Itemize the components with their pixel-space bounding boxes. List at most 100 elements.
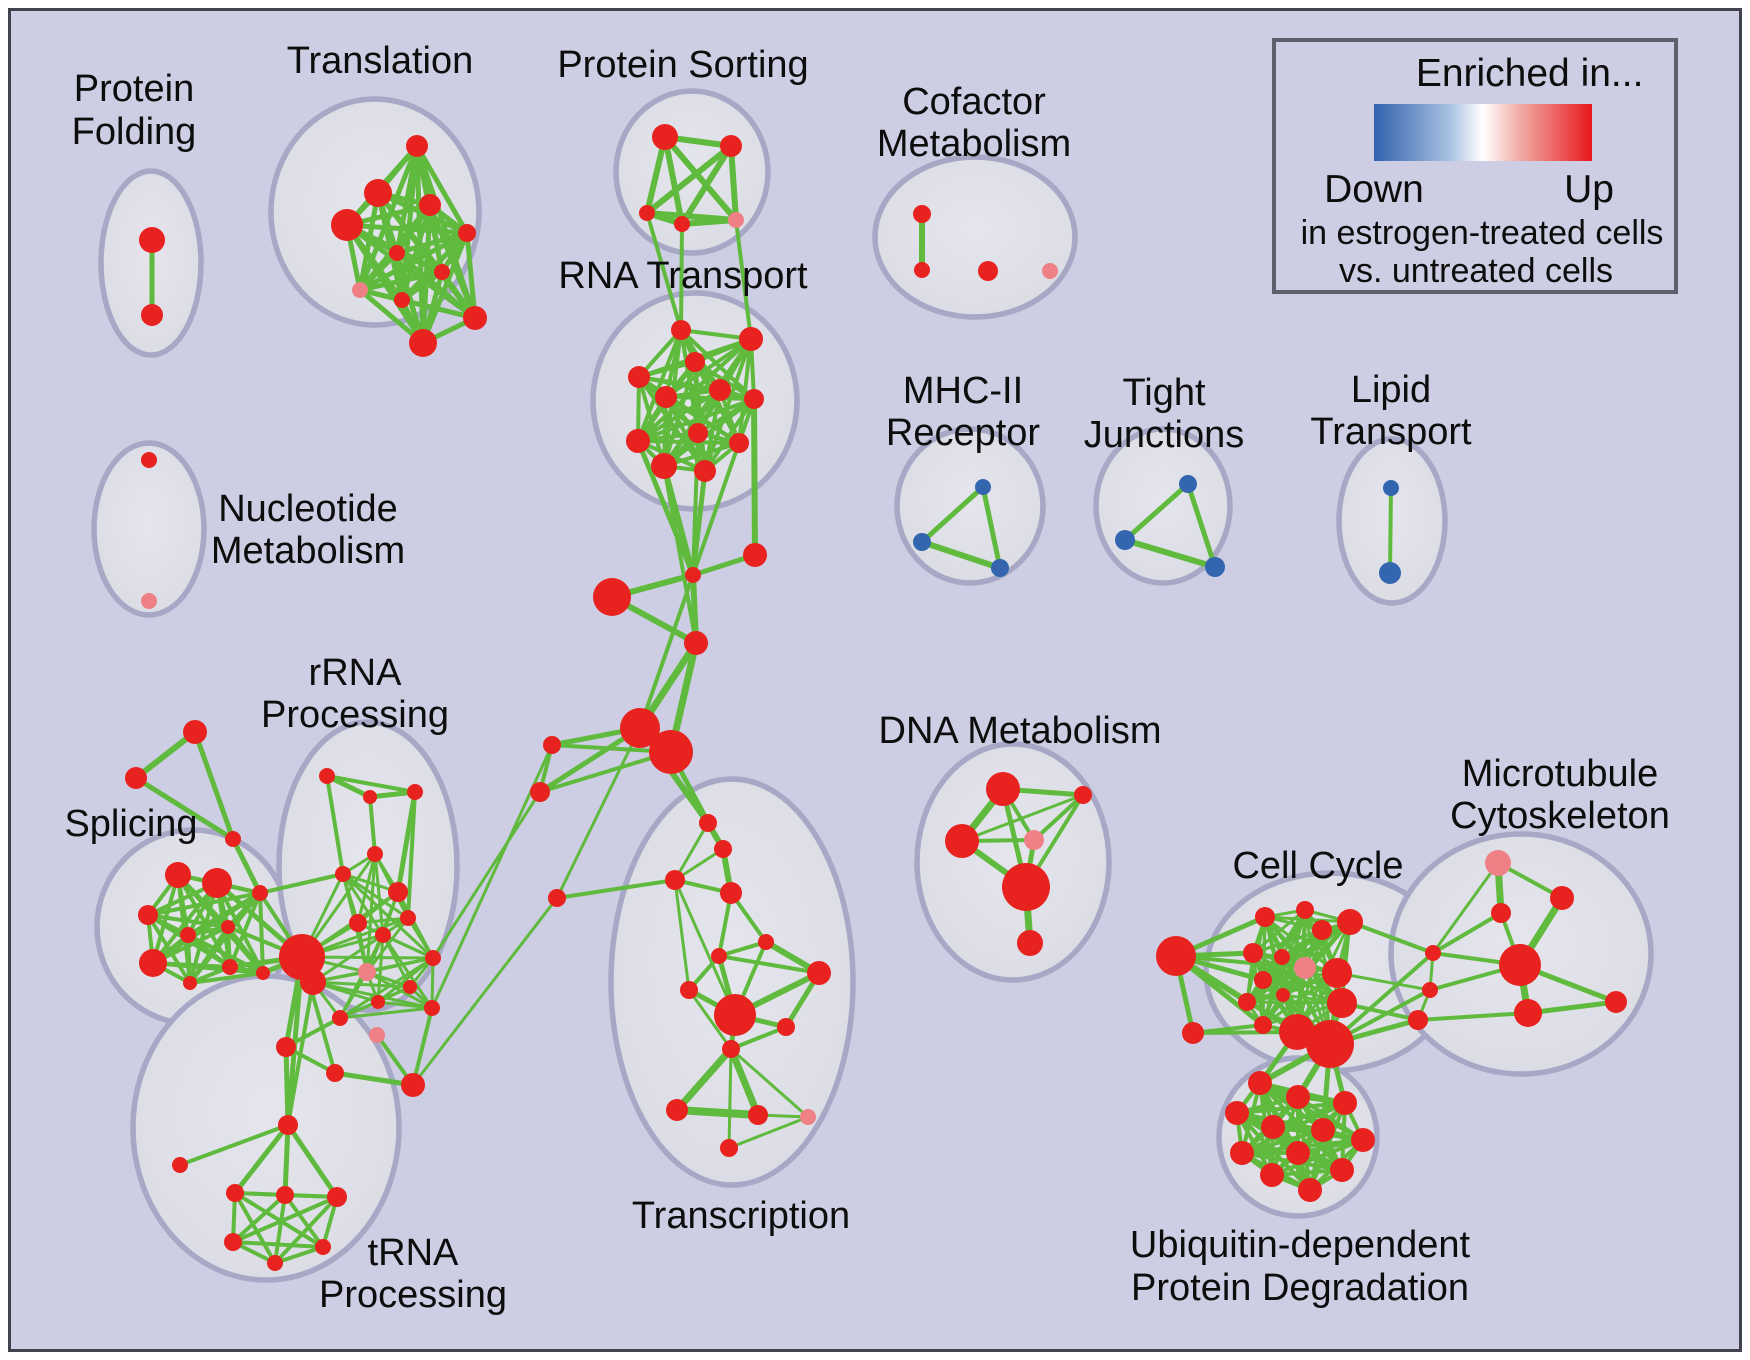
cluster-label-cell-cycle: Cell Cycle bbox=[1232, 845, 1403, 887]
node-dm1 bbox=[986, 772, 1020, 806]
node-cl2 bbox=[530, 782, 550, 802]
edge-mh2-mh3 bbox=[919, 539, 1003, 571]
node-tc3 bbox=[665, 870, 685, 890]
node-ub12 bbox=[1298, 1178, 1322, 1202]
node-tg3 bbox=[1205, 557, 1225, 577]
edge-tr3-tr4 bbox=[231, 1195, 339, 1244]
edge-sp7-sp9 bbox=[188, 971, 265, 985]
node-rr13 bbox=[424, 1000, 440, 1016]
node-ts4 bbox=[680, 981, 698, 999]
node-sp2 bbox=[202, 868, 232, 898]
edge-rr2-rr5 bbox=[368, 795, 377, 856]
node-ps1 bbox=[652, 124, 678, 150]
node-t5 bbox=[458, 224, 476, 242]
node-tb1 bbox=[666, 1099, 688, 1121]
node-tr4 bbox=[224, 1233, 242, 1251]
node-t10 bbox=[463, 306, 487, 330]
node-sp6 bbox=[139, 949, 167, 977]
edge-rt8-j1 bbox=[691, 431, 700, 577]
node-rt11 bbox=[651, 453, 677, 479]
node-dm6 bbox=[1017, 930, 1043, 956]
node-dm5 bbox=[1002, 863, 1050, 911]
node-t8 bbox=[352, 282, 368, 298]
cluster-ellipse-trna-processing bbox=[130, 973, 402, 1283]
edge-ts1-ts2 bbox=[717, 940, 768, 958]
edge-ps1-ps4 bbox=[662, 134, 685, 227]
node-ub6 bbox=[1311, 1118, 1335, 1142]
edge-ccL-hubA bbox=[1173, 953, 1300, 1035]
edge-tr1-tr6 bbox=[233, 1191, 277, 1265]
node-j1 bbox=[685, 567, 701, 583]
edge-tr0-tr2 bbox=[282, 1122, 291, 1198]
node-tr0 bbox=[278, 1115, 298, 1135]
node-tr6 bbox=[267, 1255, 283, 1271]
edge-cc4-cc5 bbox=[1251, 920, 1352, 955]
cluster-label-cofactor-metabolism-line2: Metabolism bbox=[877, 123, 1071, 165]
edge-ps3-rt1 bbox=[645, 211, 683, 332]
node-mtp bbox=[1485, 850, 1511, 876]
cluster-label-translation: Translation bbox=[287, 40, 474, 82]
node-ub11 bbox=[1330, 1158, 1354, 1182]
node-tr5 bbox=[315, 1239, 331, 1255]
node-spt3 bbox=[225, 831, 241, 847]
edge-tr2-tr4 bbox=[231, 1193, 287, 1244]
node-t7 bbox=[434, 264, 450, 280]
cluster-label-microtubule-cytoskeleton-line2: Cytoskeleton bbox=[1450, 795, 1670, 837]
node-rr9 bbox=[375, 927, 391, 943]
node-mh1 bbox=[975, 479, 991, 495]
cluster-label-protein-folding-line1: Protein bbox=[74, 68, 194, 110]
node-mtbig bbox=[1499, 944, 1541, 986]
node-ts6 bbox=[777, 1018, 795, 1036]
node-mtj3 bbox=[1408, 1010, 1428, 1030]
cluster-label-trna-processing-line2: Processing bbox=[319, 1274, 507, 1316]
edge-tb4-tb3 bbox=[727, 1115, 810, 1150]
node-pf1 bbox=[139, 227, 165, 253]
edge-rr13-hub2 bbox=[311, 980, 434, 1010]
edge-rt7-cs1 bbox=[751, 396, 758, 558]
edge-ps2-ps4 bbox=[679, 143, 734, 227]
node-sp9 bbox=[256, 966, 270, 980]
edge-ps2-ps5 bbox=[728, 143, 739, 223]
node-ts5 bbox=[714, 994, 756, 1036]
node-mtj2 bbox=[1422, 982, 1438, 998]
node-ts7 bbox=[722, 1040, 740, 1058]
edge-spt3-sp10 bbox=[230, 836, 263, 896]
node-rr18 bbox=[369, 1027, 385, 1043]
node-tc4 bbox=[720, 882, 742, 904]
node-cf2 bbox=[914, 262, 930, 278]
edge-dm2-dm3 bbox=[960, 793, 1085, 843]
edge-dm2-dm4 bbox=[1032, 793, 1085, 842]
node-ub1 bbox=[1248, 1071, 1272, 1095]
edge-mtj1-mt2 bbox=[1431, 911, 1503, 955]
node-tb4 bbox=[720, 1139, 738, 1157]
node-tr1 bbox=[226, 1184, 244, 1202]
cluster-label-protein-folding-line2: Folding bbox=[72, 111, 197, 153]
node-cc14 bbox=[1182, 1022, 1204, 1044]
edge-t6-t11 bbox=[394, 250, 426, 346]
edge-rr1-rr3 bbox=[325, 774, 417, 794]
edge-rr13-rr15 bbox=[338, 1006, 434, 1020]
cluster-label-rrna-processing-line1: rRNA bbox=[309, 652, 403, 694]
edge-tr5-tr6 bbox=[273, 1245, 325, 1265]
node-cf3 bbox=[978, 261, 998, 281]
node-rr6 bbox=[388, 882, 408, 902]
node-tc2 bbox=[714, 840, 732, 858]
node-tb2 bbox=[748, 1105, 768, 1125]
node-rt5 bbox=[655, 386, 677, 408]
cluster-ellipse-nucleotide-metabolism bbox=[91, 440, 207, 618]
cluster-ellipse-cofactor-metabolism bbox=[872, 154, 1078, 320]
cluster-label-microtubule-cytoskeleton-line1: Microtubule bbox=[1462, 753, 1658, 795]
edge-mtp-mtj1 bbox=[1431, 861, 1500, 955]
edge-t4-t5 bbox=[344, 222, 470, 236]
edge-ps4-ps5 bbox=[679, 217, 739, 227]
edge-ts7-tb3 bbox=[729, 1047, 810, 1119]
node-tl1 bbox=[548, 889, 566, 907]
node-sp1 bbox=[165, 862, 191, 888]
node-cf1 bbox=[913, 205, 931, 223]
legend-caption-line1: in estrogen-treated cells bbox=[1300, 214, 1664, 252]
node-spt2 bbox=[125, 767, 147, 789]
node-lt1 bbox=[1383, 480, 1399, 496]
edge-mt3-mt4 bbox=[1525, 999, 1619, 1016]
edge-sp4-sp7 bbox=[186, 933, 192, 985]
node-ps5 bbox=[728, 212, 744, 228]
